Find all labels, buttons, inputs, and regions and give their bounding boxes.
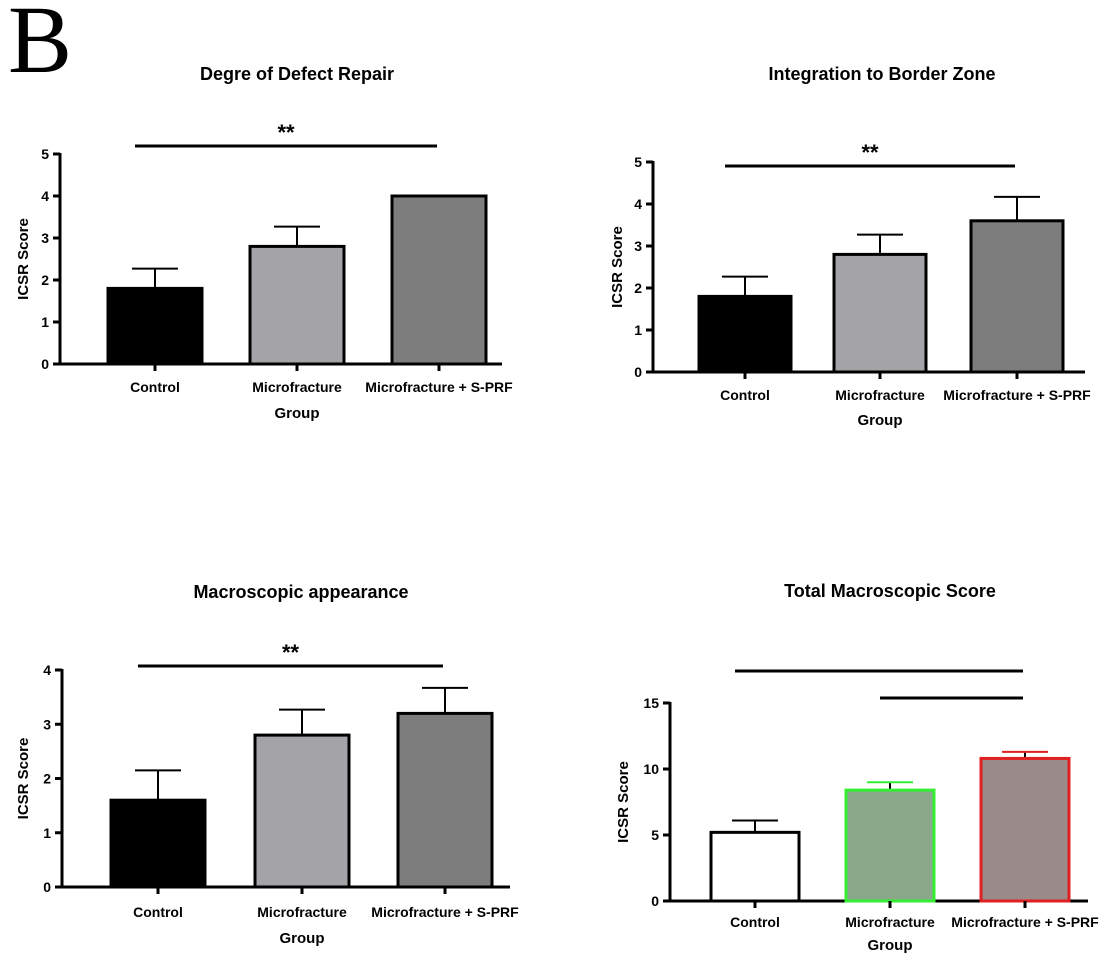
x-tick-label: Microfracture — [257, 904, 347, 920]
x-tick-label: Microfracture — [252, 379, 342, 395]
x-tick-label: Microfracture — [835, 387, 925, 403]
charts-root: Degre of Defect Repair 0 1 2 3 4 5 Control Micro… — [15, 64, 1099, 954]
chart-title: Integration to Border Zone — [769, 64, 996, 84]
y-tick-label: 0 — [651, 893, 659, 909]
x-tick-label: Microfracture + S-PRF — [951, 914, 1099, 930]
bar — [248, 244, 346, 366]
y-tick-label: 2 — [41, 272, 49, 288]
y-tick-label: 1 — [634, 322, 642, 338]
x-axis-label: Group — [868, 937, 913, 954]
x-tick-label: Microfracture + S-PRF — [371, 904, 519, 920]
x-tick-label: Control — [130, 379, 180, 395]
bar — [844, 788, 936, 903]
bar — [109, 798, 207, 889]
x-tick-label: Microfracture + S-PRF — [943, 387, 1091, 403]
bar — [979, 756, 1071, 903]
y-tick-label: 10 — [643, 761, 659, 777]
significance-label: ** — [861, 140, 879, 165]
chart-title: Degre of Defect Repair — [200, 64, 394, 84]
x-tick-label: Microfracture — [845, 914, 935, 930]
y-tick-label: 3 — [43, 716, 51, 732]
chart-1: Degre of Defect Repair 0 1 2 3 4 5 Control Micro… — [15, 64, 513, 422]
bar — [390, 194, 488, 366]
chart-3: Macroscopic appearance 0 1 2 3 4 Control Microf… — [15, 582, 519, 947]
y-tick-label: 3 — [634, 238, 642, 254]
bar — [253, 733, 351, 889]
y-tick-label: 15 — [643, 695, 659, 711]
y-axis-label: ICSR Score — [615, 761, 632, 843]
y-axis-label: ICSR Score — [609, 226, 626, 308]
x-tick-label: Microfracture + S-PRF — [365, 379, 513, 395]
y-tick-label: 0 — [41, 356, 49, 372]
y-axis-label: ICSR Score — [15, 218, 32, 300]
y-tick-label: 3 — [41, 230, 49, 246]
bar — [709, 830, 801, 903]
bar — [969, 219, 1065, 374]
bar — [396, 711, 494, 889]
y-tick-label: 4 — [43, 662, 51, 678]
bar — [106, 286, 204, 366]
y-tick-label: 0 — [634, 364, 642, 380]
y-tick-label: 1 — [43, 825, 51, 841]
x-axis-label: Group — [858, 412, 903, 429]
y-tick-label: 5 — [651, 827, 659, 843]
significance-label: ** — [282, 640, 300, 665]
x-axis-label: Group — [275, 405, 320, 422]
chart-2: Integration to Border Zone 0 1 2 3 4 5 Control M… — [609, 64, 1091, 429]
x-tick-label: Control — [730, 914, 780, 930]
bar — [697, 294, 793, 374]
x-tick-label: Control — [720, 387, 770, 403]
y-tick-label: 2 — [634, 280, 642, 296]
chart-title: Total Macroscopic Score — [784, 581, 996, 601]
y-tick-label: 2 — [43, 771, 51, 787]
chart-4: Total Macroscopic Score 0 5 10 15 Control Micr… — [615, 581, 1099, 954]
y-tick-label: 0 — [43, 879, 51, 895]
y-tick-label: 4 — [41, 188, 49, 204]
y-tick-label: 4 — [634, 196, 642, 212]
y-axis-label: ICSR Score — [15, 738, 32, 820]
y-tick-label: 1 — [41, 314, 49, 330]
y-tick-label: 5 — [634, 154, 642, 170]
x-tick-label: Control — [133, 904, 183, 920]
significance-label: ** — [277, 120, 295, 145]
x-axis-label: Group — [280, 930, 325, 947]
bar — [832, 252, 928, 374]
y-tick-label: 5 — [41, 146, 49, 162]
chart-title: Macroscopic appearance — [193, 582, 408, 602]
panel-letter: B — [8, 0, 73, 93]
